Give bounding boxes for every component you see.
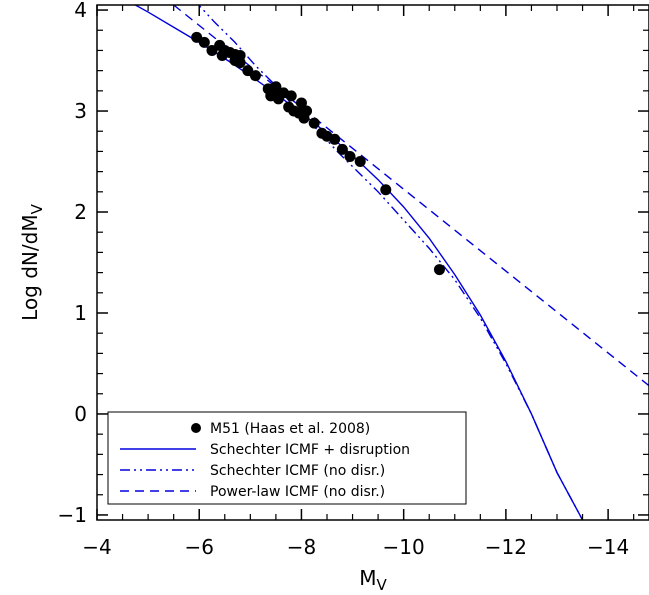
legend-entry-label: M51 (Haas et al. 2008) <box>210 421 370 437</box>
series-line-dashed <box>173 5 649 387</box>
data-point <box>301 105 313 117</box>
x-axis-label-subscript: V <box>377 576 388 594</box>
data-point <box>344 150 356 162</box>
x-tick-label: −6 <box>184 535 213 559</box>
legend-entry-label: Schechter ICMF (no disr.) <box>210 463 385 479</box>
y-axis-label-subscript: V <box>28 203 46 214</box>
y-tick-label: 4 <box>74 0 87 22</box>
y-tick-label: 2 <box>74 200 87 224</box>
x-tick-label: −14 <box>587 535 629 559</box>
axis-ticks <box>96 5 649 520</box>
x-axis-label-main: M <box>359 566 376 590</box>
y-tick-label: 3 <box>74 99 87 123</box>
data-point <box>354 156 366 168</box>
legend-marker <box>191 423 201 433</box>
y-tick-label: 0 <box>74 402 87 426</box>
x-tick-label: −8 <box>287 535 316 559</box>
data-point <box>285 90 297 102</box>
x-axis-label: MV <box>359 566 387 594</box>
series-lines <box>133 5 649 520</box>
x-tick-label: −12 <box>485 535 527 559</box>
data-point <box>329 133 341 145</box>
data-point <box>295 97 307 109</box>
data-point <box>249 70 261 82</box>
series-line-dash-dot-dot <box>197 5 584 520</box>
data-point <box>336 143 348 155</box>
data-point <box>270 81 282 93</box>
series-line-solid <box>133 5 584 520</box>
y-tick-label: −1 <box>58 503 87 527</box>
y-tick-label: 1 <box>74 301 87 325</box>
legend-box <box>107 411 467 505</box>
legend-entry-label: Power-law ICMF (no disr.) <box>210 484 385 500</box>
x-tick-label: −10 <box>383 535 425 559</box>
y-axis-label: Log dN/dMV <box>18 203 46 320</box>
data-point <box>433 264 445 276</box>
data-point <box>234 49 246 61</box>
data-point <box>198 36 210 48</box>
plot-frame <box>96 4 649 521</box>
data-point <box>308 117 320 129</box>
legend-entry-label: Schechter ICMF + disruption <box>210 442 410 458</box>
data-point <box>380 184 392 196</box>
y-axis-label-main: Log dN/dM <box>18 214 42 320</box>
data-points <box>191 31 445 276</box>
x-tick-label: −4 <box>82 535 111 559</box>
legend: M51 (Haas et al. 2008) Schechter ICMF + d… <box>107 411 467 505</box>
